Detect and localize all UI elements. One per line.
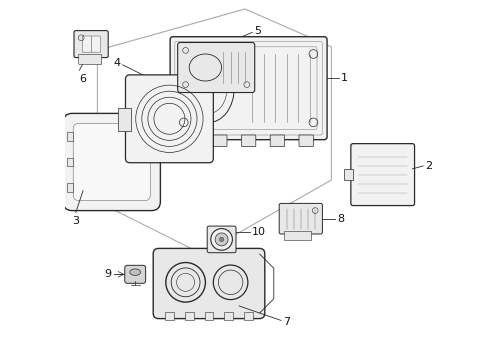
FancyBboxPatch shape	[91, 36, 100, 52]
Bar	[67, 158, 74, 166]
FancyArrow shape	[344, 169, 353, 180]
FancyBboxPatch shape	[74, 123, 150, 201]
Text: 9: 9	[105, 269, 112, 279]
Text: 3: 3	[73, 216, 79, 226]
Text: 8: 8	[337, 214, 344, 224]
Text: 10: 10	[252, 227, 266, 237]
Circle shape	[215, 233, 228, 246]
Ellipse shape	[130, 269, 141, 275]
Circle shape	[211, 229, 232, 250]
Text: 1: 1	[341, 73, 347, 84]
Bar	[67, 132, 74, 141]
Text: 4: 4	[114, 58, 121, 68]
FancyBboxPatch shape	[299, 135, 314, 147]
Bar	[165, 312, 174, 320]
Bar	[224, 312, 233, 320]
FancyBboxPatch shape	[184, 135, 198, 147]
FancyBboxPatch shape	[74, 31, 108, 58]
Bar	[205, 312, 213, 320]
FancyBboxPatch shape	[351, 144, 415, 206]
FancyBboxPatch shape	[242, 135, 256, 147]
Text: 5: 5	[254, 26, 261, 36]
Circle shape	[220, 237, 224, 242]
FancyBboxPatch shape	[207, 226, 236, 253]
FancyBboxPatch shape	[170, 37, 327, 140]
FancyBboxPatch shape	[284, 231, 311, 240]
FancyBboxPatch shape	[79, 54, 102, 64]
Bar	[245, 312, 253, 320]
FancyBboxPatch shape	[82, 36, 92, 52]
FancyBboxPatch shape	[270, 135, 285, 147]
FancyBboxPatch shape	[213, 135, 227, 147]
FancyBboxPatch shape	[178, 42, 255, 93]
Text: 6: 6	[79, 74, 87, 84]
FancyBboxPatch shape	[153, 248, 265, 319]
Bar	[185, 312, 194, 320]
FancyBboxPatch shape	[125, 265, 146, 283]
FancyBboxPatch shape	[63, 113, 160, 211]
FancyBboxPatch shape	[118, 108, 131, 131]
Text: 7: 7	[283, 317, 290, 327]
Bar	[67, 183, 74, 192]
Text: 2: 2	[425, 161, 432, 171]
FancyBboxPatch shape	[279, 203, 322, 234]
FancyBboxPatch shape	[125, 75, 213, 163]
